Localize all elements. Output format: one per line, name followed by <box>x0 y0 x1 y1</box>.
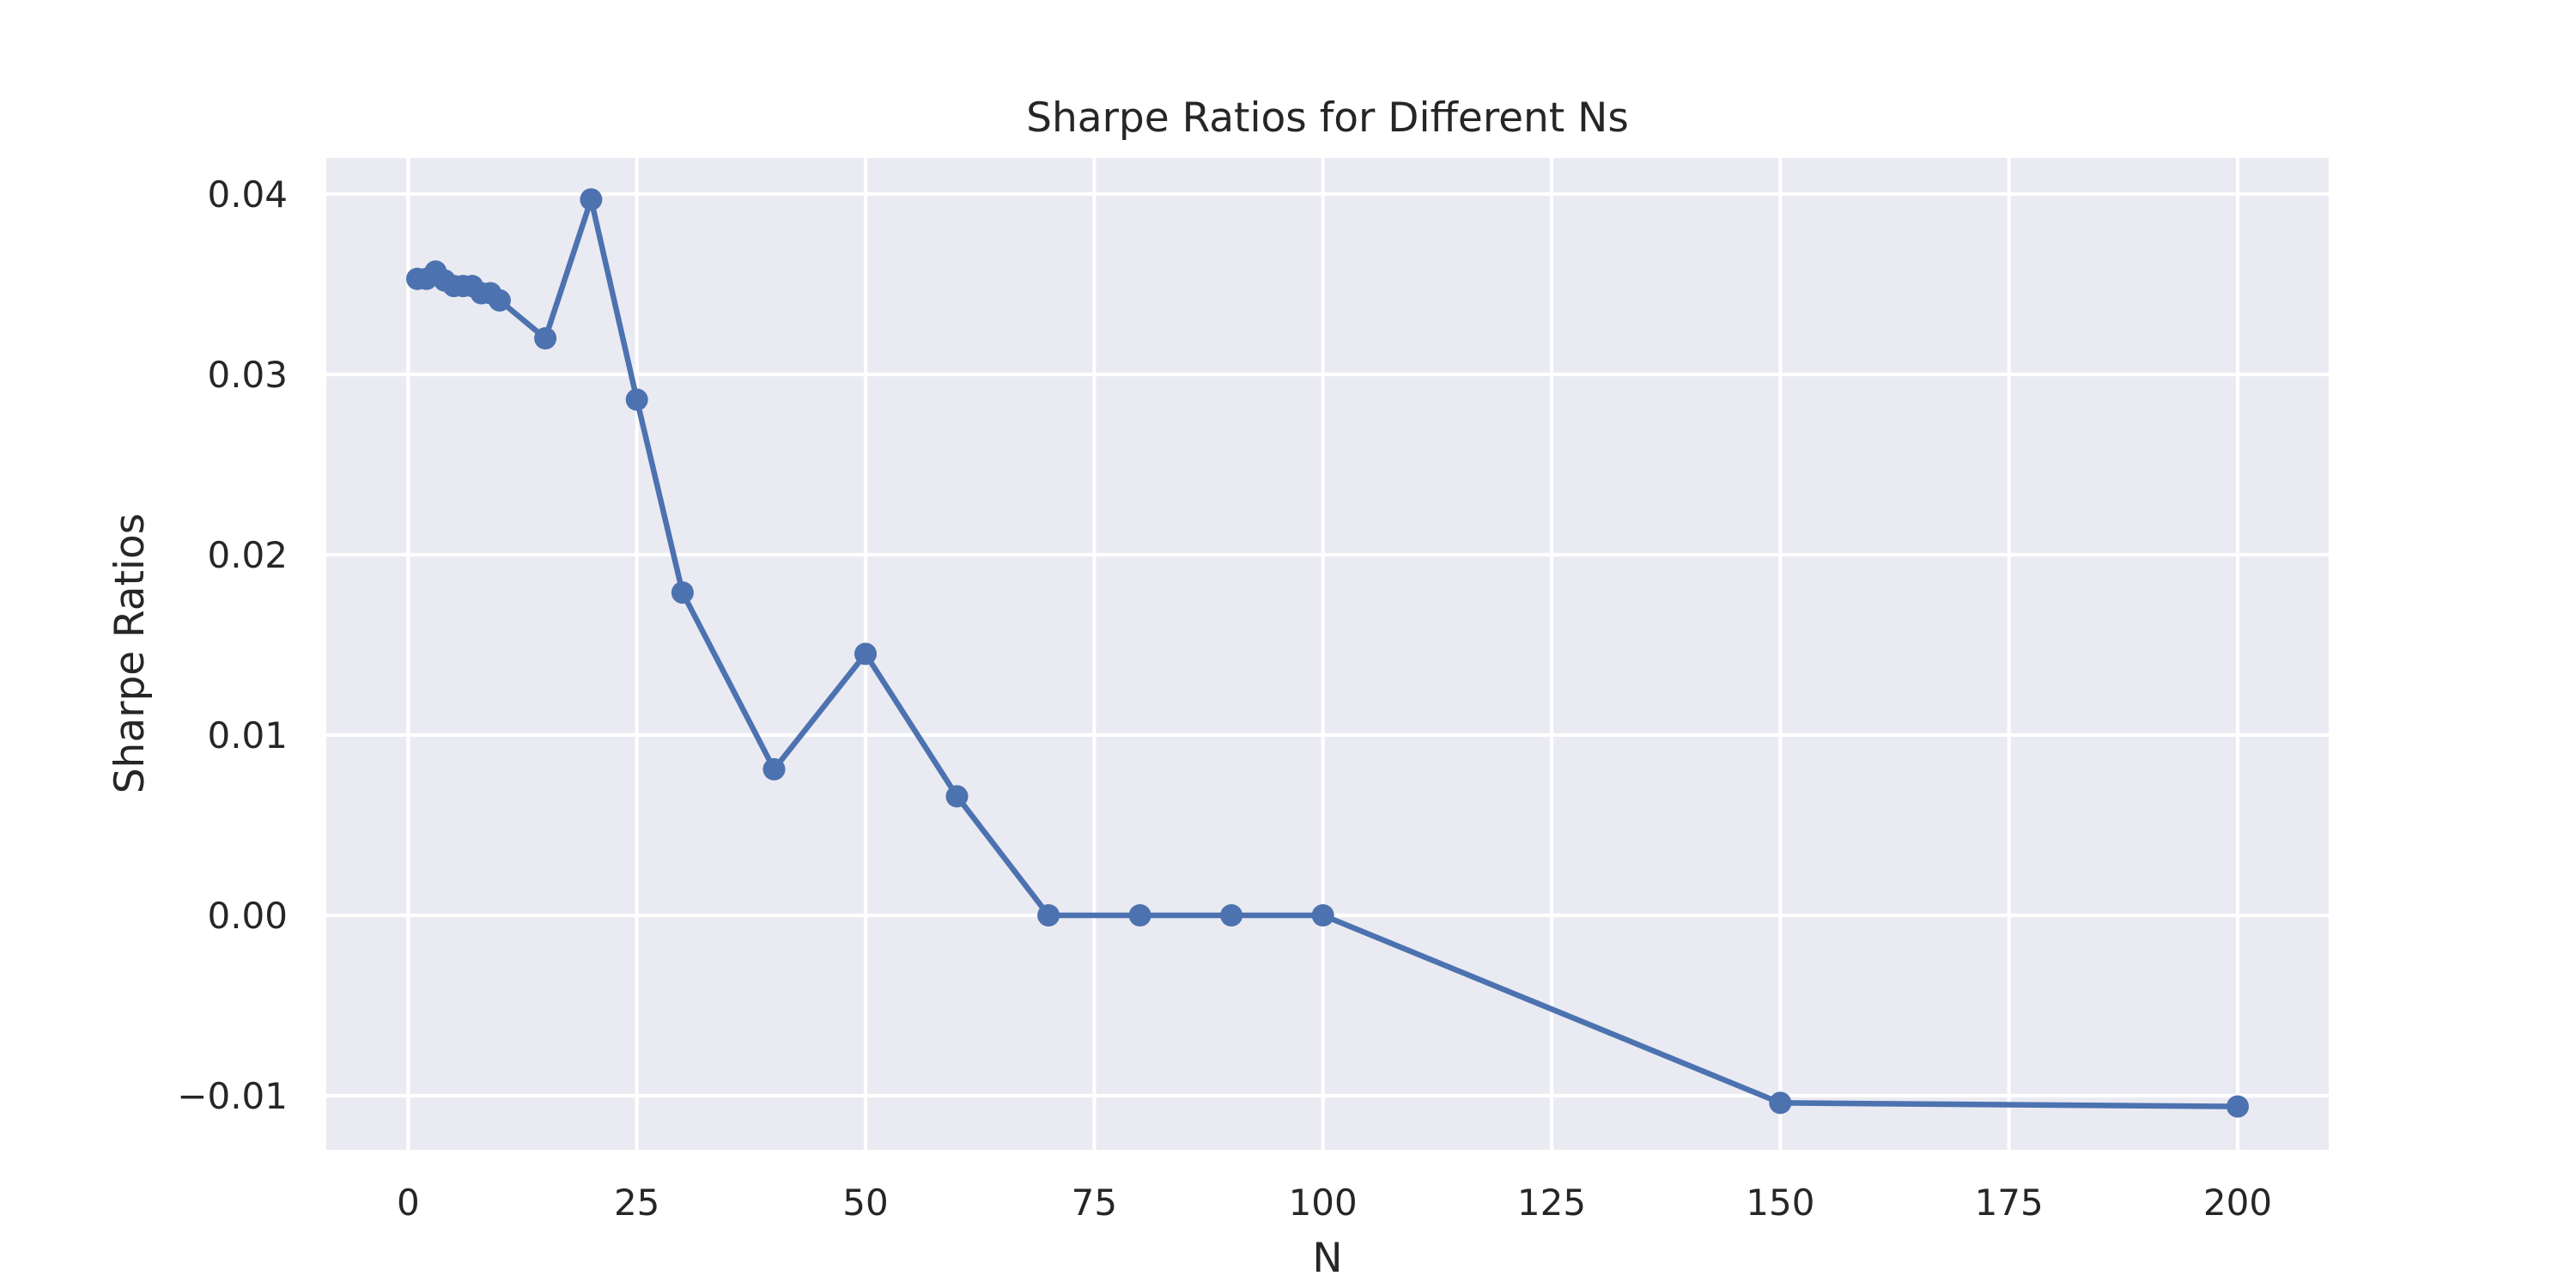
data-point <box>2227 1095 2249 1118</box>
plot-area <box>326 158 2329 1150</box>
chart-title: Sharpe Ratios for Different Ns <box>1026 94 1629 142</box>
x-tick-label: 50 <box>842 1182 888 1224</box>
data-point <box>1769 1091 1792 1115</box>
data-point <box>762 757 786 781</box>
x-axis-label: N <box>1312 1235 1342 1282</box>
data-point <box>580 188 603 211</box>
x-tick-label: 100 <box>1289 1182 1358 1224</box>
data-point <box>1311 904 1334 927</box>
data-point <box>854 642 877 665</box>
tick-labels: 0 25 50 75 100 125 150 175 200 −0.01 0.00 0.01 0.02 0… <box>177 173 2272 1224</box>
data-point <box>1128 904 1151 927</box>
data-point <box>1037 904 1060 927</box>
y-tick-label: 0.03 <box>207 354 288 396</box>
y-tick-label: 0.02 <box>207 534 288 576</box>
y-tick-label: 0.04 <box>207 173 288 216</box>
data-point <box>534 327 557 349</box>
data-point <box>945 785 969 808</box>
x-tick-label: 0 <box>397 1182 420 1224</box>
y-tick-label: −0.01 <box>177 1075 288 1117</box>
grid <box>326 158 2329 1150</box>
data-point <box>488 289 511 312</box>
x-tick-label: 75 <box>1072 1182 1117 1224</box>
x-tick-label: 125 <box>1517 1182 1586 1224</box>
x-tick-label: 175 <box>1975 1182 2044 1224</box>
x-tick-label: 150 <box>1746 1182 1814 1224</box>
x-tick-label: 25 <box>614 1182 659 1224</box>
y-axis-label: Sharpe Ratios <box>106 513 154 794</box>
y-tick-label: 0.01 <box>207 714 288 756</box>
data-point <box>671 581 694 605</box>
series-layer <box>406 188 2249 1118</box>
x-tick-label: 200 <box>2203 1182 2272 1224</box>
data-point <box>625 388 648 411</box>
data-point <box>1220 904 1243 927</box>
y-tick-label: 0.00 <box>207 895 288 937</box>
